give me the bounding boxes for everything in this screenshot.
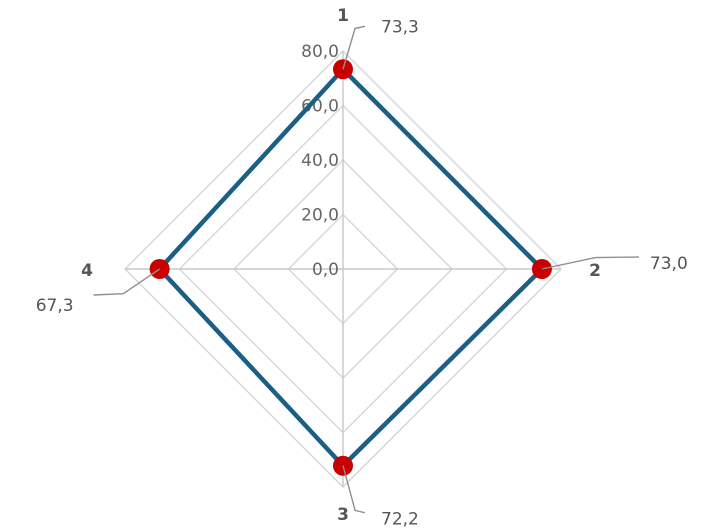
- category-label-3: 3: [337, 505, 349, 525]
- tick-label-4: 80,0: [301, 42, 339, 62]
- series-layer: [149, 59, 552, 476]
- data-label-4: 67,3: [36, 296, 74, 316]
- leader-line-1: [342, 25, 366, 70]
- leader-line-2: [541, 256, 639, 270]
- series-line-0: [156, 66, 546, 469]
- category-label-2: 2: [589, 261, 601, 281]
- axis-layer: [125, 51, 561, 487]
- tick-label-1: 20,0: [301, 206, 339, 226]
- category-label-1: 1: [337, 6, 349, 26]
- category-label-4: 4: [81, 261, 93, 281]
- data-label-1: 73,3: [381, 17, 419, 37]
- tick-label-2: 40,0: [301, 151, 339, 171]
- data-label-3: 72,2: [381, 510, 419, 529]
- leader-line-3: [342, 465, 366, 514]
- leader-line-4: [93, 268, 161, 296]
- data-label-2: 73,0: [650, 254, 688, 274]
- tick-label-0: 0,0: [312, 260, 339, 280]
- label-layer: 1 2 3 4 73,3 73,0 72,2 67,3: [36, 6, 688, 529]
